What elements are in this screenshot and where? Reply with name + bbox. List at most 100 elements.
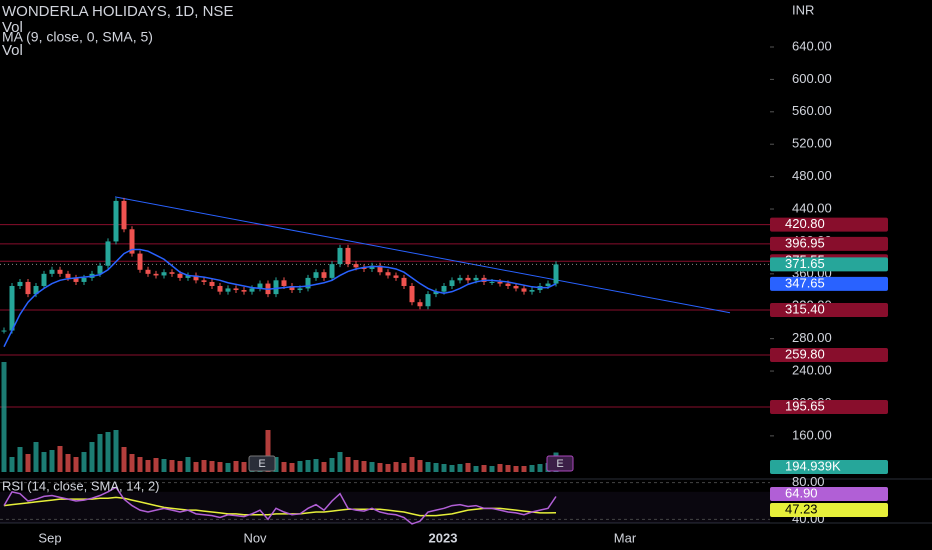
- volume-bar: [457, 464, 463, 472]
- price-label-box: [770, 257, 888, 272]
- price-label: 47.23: [785, 501, 818, 516]
- candle: [297, 288, 303, 291]
- volume-bar: [33, 442, 39, 472]
- price-label-box: [770, 460, 888, 474]
- volume-bar: [385, 464, 391, 472]
- candle: [97, 265, 103, 274]
- candle: [185, 275, 191, 278]
- volume-bar: [513, 466, 519, 472]
- rsi-ma-line: [3, 496, 557, 517]
- volume-bar: [81, 452, 87, 472]
- candle: [529, 290, 535, 292]
- volume-bar: [121, 447, 127, 472]
- candle: [457, 277, 463, 281]
- candle: [385, 272, 391, 276]
- volume-bar: [25, 454, 31, 472]
- event-marker: [546, 455, 574, 472]
- volume-bar: [169, 460, 175, 472]
- candle: [65, 273, 71, 278]
- volume-bar: [529, 465, 535, 472]
- volume-bar: [337, 452, 343, 472]
- candle: [217, 285, 223, 292]
- candle: [137, 253, 143, 270]
- candle: [521, 288, 527, 292]
- candle: [449, 280, 455, 286]
- candle: [497, 281, 503, 284]
- volume-bar: [329, 458, 335, 472]
- rsi-line: [3, 486, 557, 525]
- candle: [209, 281, 215, 286]
- candle: [553, 264, 559, 284]
- volume-bar: [441, 464, 447, 472]
- volume-bar: [321, 462, 327, 472]
- volume-bar: [353, 460, 359, 472]
- volume-bar: [289, 463, 295, 472]
- volume-bar: [433, 463, 439, 472]
- volume-bar: [473, 466, 479, 472]
- candle: [57, 269, 63, 274]
- volume-bar: [489, 466, 495, 472]
- candle: [193, 275, 199, 281]
- candle: [81, 277, 87, 282]
- volume-bar: [481, 465, 487, 472]
- candle: [121, 200, 127, 230]
- price-label: 194.939K: [785, 458, 841, 473]
- volume-bar: [497, 464, 503, 472]
- volume-bar: [57, 446, 63, 472]
- ma-line: [3, 248, 557, 348]
- price-label: 64.90: [785, 485, 818, 500]
- candle: [545, 283, 551, 286]
- volume-bar: [505, 465, 511, 472]
- volume-bar: [17, 447, 23, 472]
- volume-bar: [265, 430, 271, 472]
- candle: [1, 330, 7, 332]
- volume-bar: [217, 462, 223, 472]
- volume-bar: [161, 459, 167, 472]
- candle: [433, 291, 439, 295]
- candle: [257, 283, 263, 289]
- candle: [473, 277, 479, 281]
- candle: [49, 269, 55, 274]
- candle: [41, 273, 47, 286]
- candle: [177, 273, 183, 278]
- candle: [153, 273, 159, 276]
- y-tick-label: 280.00: [792, 330, 832, 345]
- price-label: 347.65: [785, 275, 825, 290]
- candle: [401, 277, 407, 286]
- volume-bar: [449, 465, 455, 472]
- volume-bar: [377, 463, 383, 472]
- candle: [233, 288, 239, 291]
- price-label-box: [770, 276, 888, 291]
- volume-bar: [425, 462, 431, 472]
- candle: [273, 280, 279, 295]
- candle: [73, 277, 79, 282]
- volume-bar: [201, 460, 207, 472]
- candle: [465, 277, 471, 281]
- y-tick-label: 560.00: [792, 103, 832, 118]
- y-tick-label: 160.00: [792, 427, 832, 442]
- event-label: E: [258, 458, 265, 470]
- volume-bar: [417, 460, 423, 472]
- volume-bar: [521, 466, 527, 472]
- price-label-box: [770, 302, 888, 317]
- y-tick-label: 480.00: [792, 168, 832, 183]
- candle: [513, 285, 519, 289]
- candle: [249, 288, 255, 292]
- currency: INR: [792, 2, 814, 17]
- volume-bar: [409, 457, 415, 472]
- trendline: [114, 196, 731, 314]
- x-tick-label: 2023: [429, 530, 458, 545]
- price-label-box: [770, 487, 888, 501]
- candle: [305, 277, 311, 289]
- volume-bar: [9, 457, 15, 472]
- volume-bar: [49, 450, 55, 472]
- candle: [369, 265, 375, 269]
- price-label-box: [770, 217, 888, 232]
- volume-bar: [281, 462, 287, 472]
- y-tick-label: 440.00: [792, 200, 832, 215]
- volume-bar: [361, 461, 367, 472]
- volume-bar: [185, 457, 191, 472]
- legend-line: Vol: [2, 42, 23, 59]
- candle: [505, 283, 511, 286]
